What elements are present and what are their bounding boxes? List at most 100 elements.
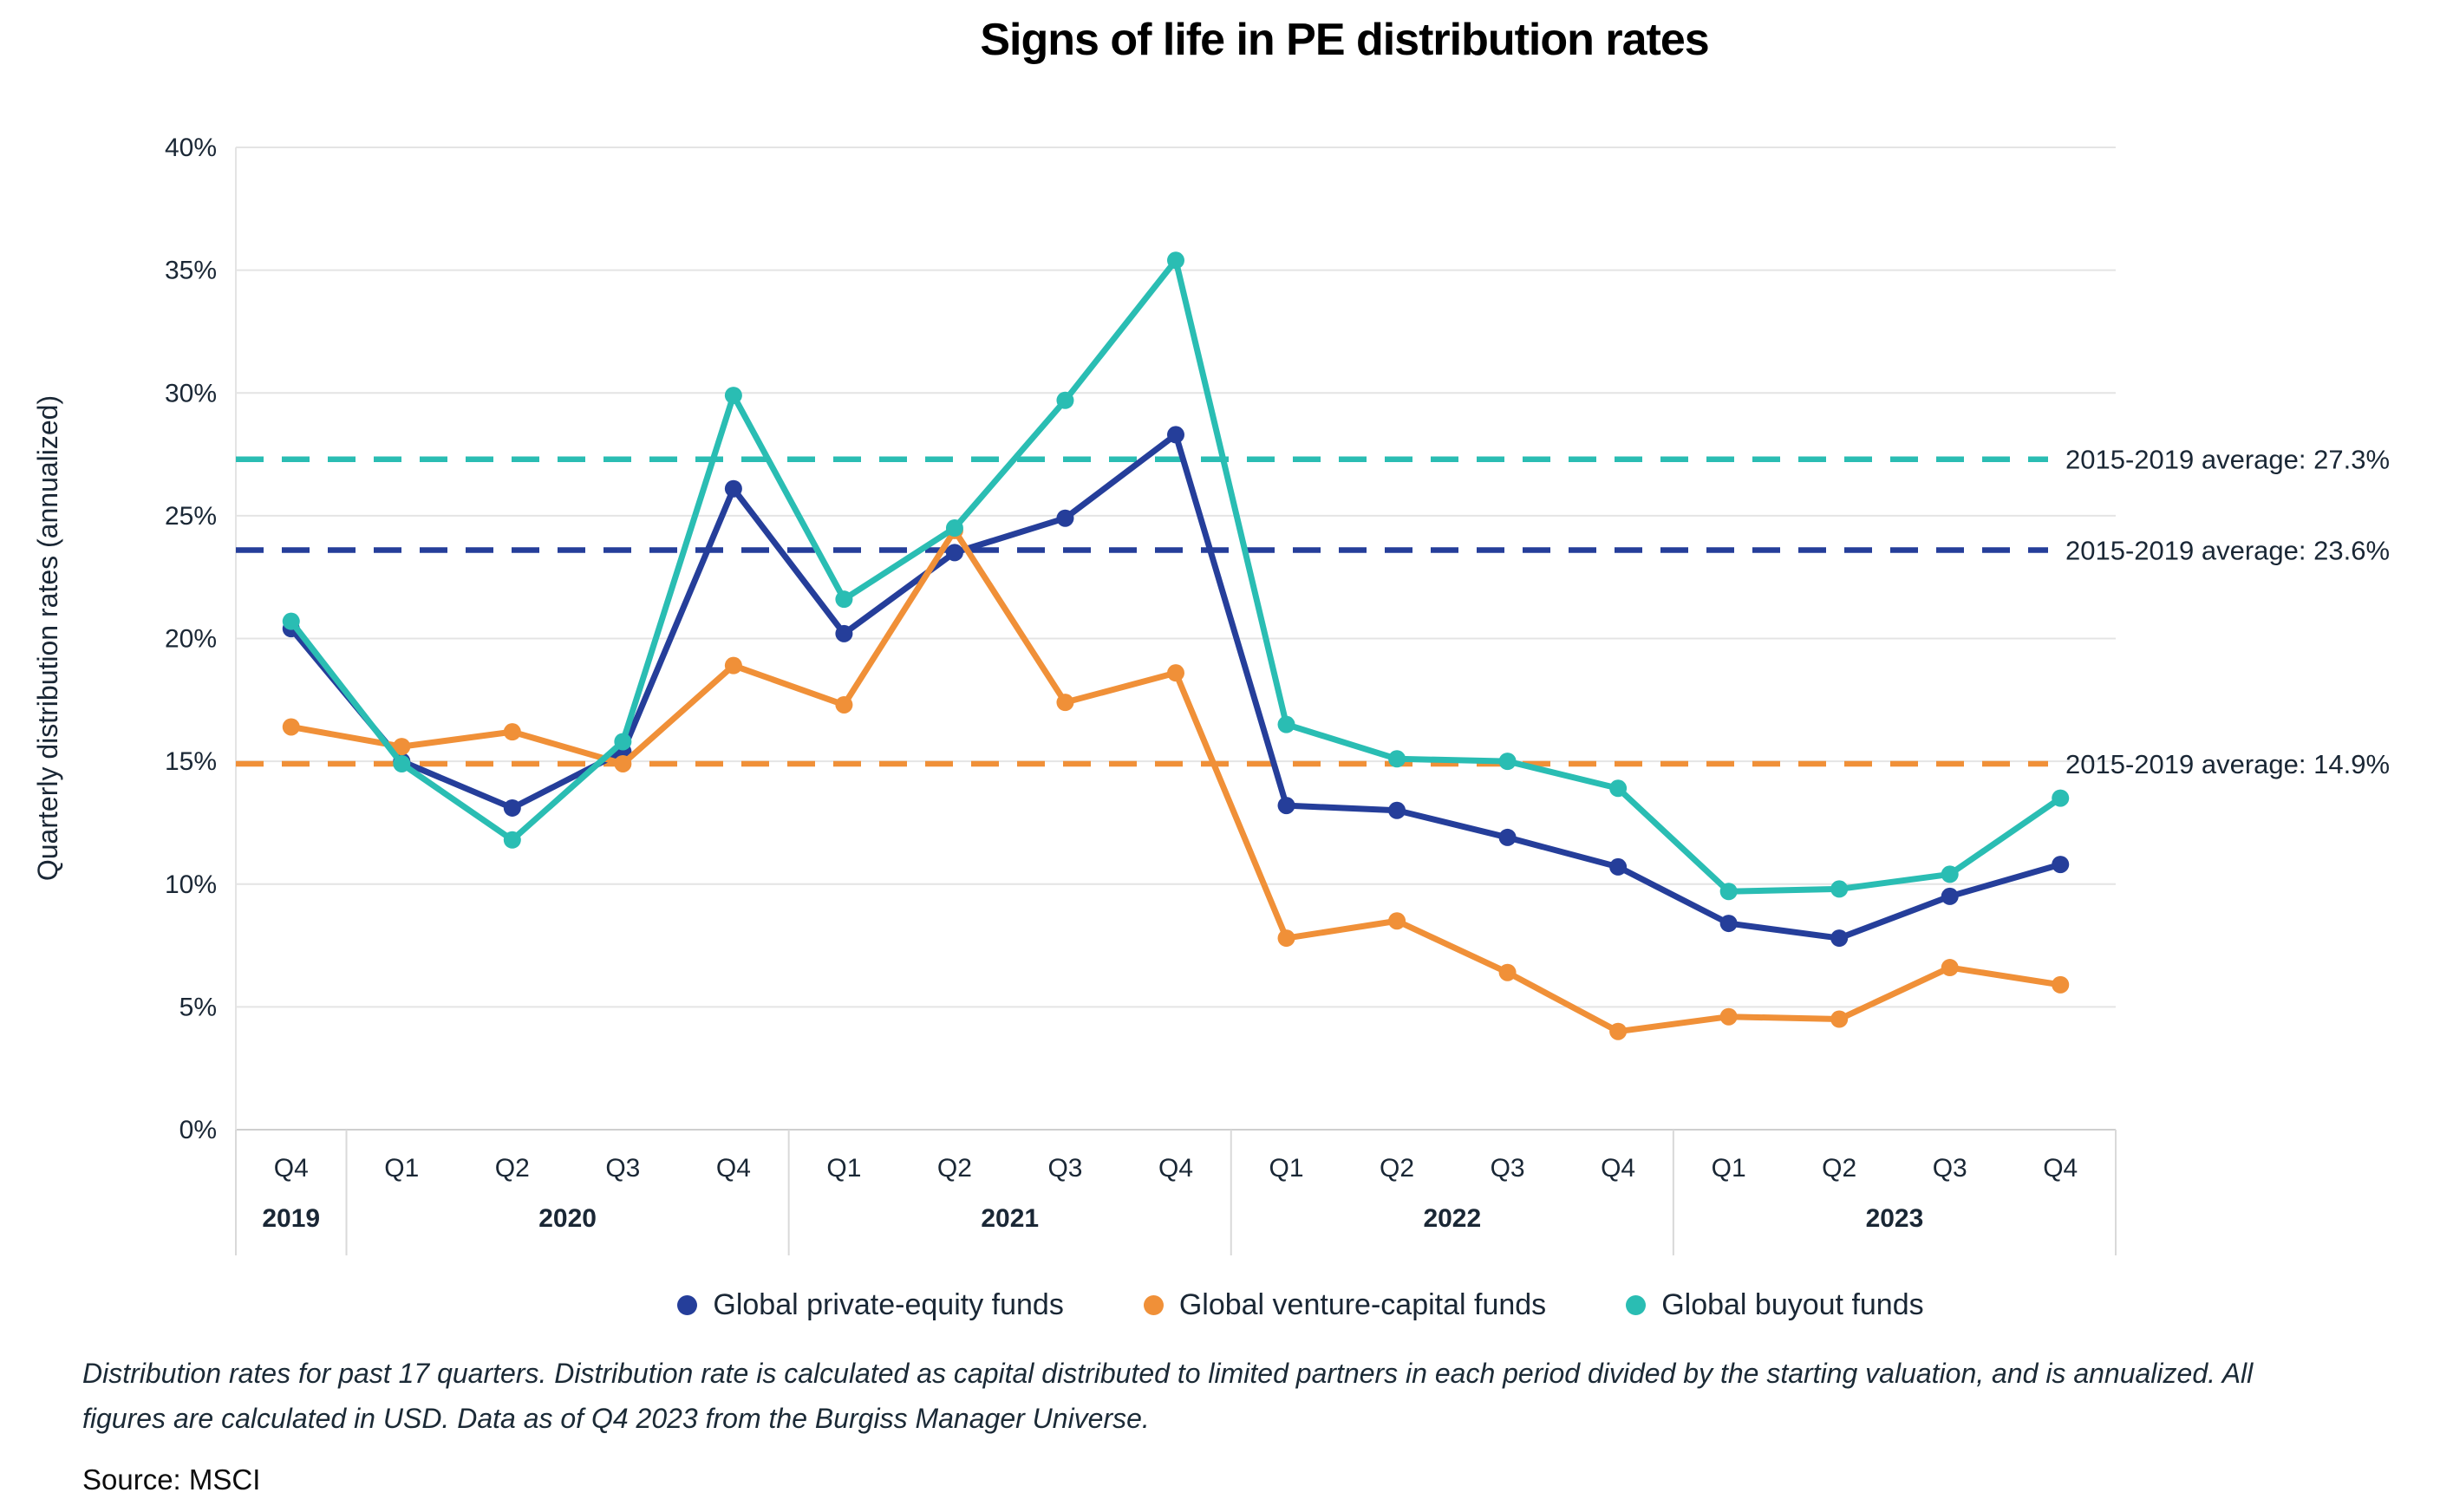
y-tick-label: 15% bbox=[165, 747, 217, 776]
data-point bbox=[1388, 801, 1406, 819]
year-label: 2020 bbox=[538, 1204, 597, 1233]
footnote-line-1: Distribution rates for past 17 quarters.… bbox=[82, 1358, 2254, 1389]
y-tick-label: 0% bbox=[179, 1116, 217, 1144]
quarter-label: Q1 bbox=[1269, 1154, 1304, 1183]
year-label: 2019 bbox=[262, 1204, 320, 1233]
x-axis-group: Q4 2019 Q1 Q2 Q3 Q4 2020 Q1 Q2 Q3 Q4 2021 Q1 Q2 Q3 Q4 20… bbox=[235, 1130, 2117, 1255]
data-point bbox=[1498, 753, 1517, 771]
y-tick-label: 20% bbox=[165, 625, 217, 654]
quarter-label: Q1 bbox=[384, 1154, 419, 1183]
data-point bbox=[1719, 1007, 1738, 1026]
data-point bbox=[393, 738, 411, 756]
data-point bbox=[1388, 912, 1406, 930]
quarter-label: Q4 bbox=[1601, 1154, 1635, 1183]
quarter-label: Q3 bbox=[1933, 1154, 1967, 1183]
quarter-label: Q4 bbox=[274, 1154, 309, 1183]
data-point bbox=[503, 798, 521, 817]
year-label: 2022 bbox=[1423, 1204, 1481, 1233]
data-point bbox=[724, 656, 742, 675]
data-point bbox=[1167, 426, 1184, 444]
quarter-label: Q1 bbox=[1712, 1154, 1746, 1183]
data-point bbox=[282, 612, 300, 630]
quarter-label: Q3 bbox=[1047, 1154, 1082, 1183]
series-line bbox=[288, 431, 2064, 942]
average-lines-group: 2015-2019 average: 27.3% 2015-2019 averag… bbox=[236, 445, 2390, 779]
legend-dot-venture-capital bbox=[1143, 1295, 1164, 1315]
source-label: Source: MSCI bbox=[82, 1463, 261, 1496]
legend-label-buyout: Global buyout funds bbox=[1661, 1288, 1924, 1321]
legend-item-venture-capital: Global venture-capital funds bbox=[1143, 1288, 1547, 1322]
series-line bbox=[288, 257, 2064, 895]
data-point bbox=[835, 590, 853, 609]
legend-dot-buyout bbox=[1626, 1295, 1647, 1315]
quarter-label: Q3 bbox=[1491, 1154, 1525, 1183]
gridlines-group bbox=[235, 147, 2116, 1131]
data-point bbox=[614, 754, 632, 772]
data-point bbox=[1830, 880, 1849, 898]
y-tick-label: 10% bbox=[165, 870, 217, 899]
data-point bbox=[835, 695, 853, 714]
series-group bbox=[282, 251, 2070, 1040]
data-point bbox=[1277, 797, 1295, 815]
data-point bbox=[1388, 750, 1406, 768]
data-point bbox=[1609, 1022, 1628, 1040]
data-point bbox=[1830, 929, 1849, 948]
y-tick-label: 5% bbox=[179, 993, 217, 1021]
data-point bbox=[1056, 694, 1074, 712]
data-point bbox=[1167, 251, 1184, 270]
data-point bbox=[945, 544, 963, 562]
chart-title: Signs of life in PE distribution rates bbox=[980, 15, 1709, 65]
data-point bbox=[1056, 391, 1074, 409]
data-point bbox=[1719, 915, 1738, 933]
data-point bbox=[1941, 887, 1959, 905]
data-point bbox=[1277, 929, 1295, 948]
year-label: 2021 bbox=[981, 1204, 1039, 1233]
legend-label-private-equity: Global private-equity funds bbox=[713, 1288, 1064, 1321]
data-point bbox=[1830, 1010, 1849, 1028]
data-point bbox=[1498, 828, 1517, 846]
quarter-label: Q2 bbox=[937, 1154, 972, 1183]
data-point bbox=[724, 387, 742, 405]
data-point bbox=[1056, 509, 1074, 527]
data-point bbox=[1941, 865, 1959, 883]
data-point bbox=[282, 718, 300, 736]
data-point bbox=[1167, 664, 1184, 682]
average-line-label: 2015-2019 average: 27.3% bbox=[2065, 445, 2390, 475]
average-line-label: 2015-2019 average: 23.6% bbox=[2065, 536, 2390, 566]
data-point bbox=[2052, 789, 2070, 807]
series-line bbox=[288, 527, 2064, 1035]
quarter-label: Q4 bbox=[716, 1154, 751, 1183]
data-point bbox=[503, 723, 521, 741]
quarter-label: Q2 bbox=[495, 1154, 530, 1183]
quarter-label: Q3 bbox=[605, 1154, 640, 1183]
y-axis-title: Quarterly distribution rates (annualized… bbox=[32, 395, 63, 881]
data-point bbox=[614, 733, 632, 751]
quarter-label: Q2 bbox=[1380, 1154, 1414, 1183]
data-point bbox=[945, 519, 963, 538]
data-point bbox=[1609, 857, 1628, 876]
quarter-label: Q2 bbox=[1822, 1154, 1856, 1183]
legend-item-buyout: Global buyout funds bbox=[1626, 1288, 1924, 1322]
legend-item-private-equity: Global private-equity funds bbox=[677, 1288, 1064, 1322]
data-point bbox=[1277, 715, 1295, 733]
data-point bbox=[724, 479, 742, 498]
y-tick-label: 40% bbox=[165, 134, 217, 162]
quarter-label: Q4 bbox=[1158, 1154, 1193, 1183]
data-point bbox=[1609, 779, 1628, 798]
legend-label-venture-capital: Global venture-capital funds bbox=[1178, 1288, 1547, 1321]
data-point bbox=[2052, 975, 2070, 994]
data-point bbox=[393, 754, 411, 772]
data-point bbox=[1941, 959, 1959, 977]
quarter-label: Q4 bbox=[2043, 1154, 2078, 1183]
data-point bbox=[835, 624, 853, 642]
legend-dot-private-equity bbox=[677, 1295, 698, 1315]
data-point bbox=[1498, 963, 1517, 981]
chart-legend: Global private-equity funds Global ventu… bbox=[236, 1288, 2365, 1322]
y-tick-label: 25% bbox=[165, 502, 217, 531]
y-tick-label: 35% bbox=[165, 257, 217, 285]
y-tick-label: 30% bbox=[165, 379, 217, 407]
footnote-line-2: figures are calculated in USD. Data as o… bbox=[82, 1403, 1150, 1434]
data-point bbox=[1719, 883, 1738, 901]
average-line-label: 2015-2019 average: 14.9% bbox=[2065, 749, 2390, 779]
year-label: 2023 bbox=[1866, 1204, 1924, 1233]
